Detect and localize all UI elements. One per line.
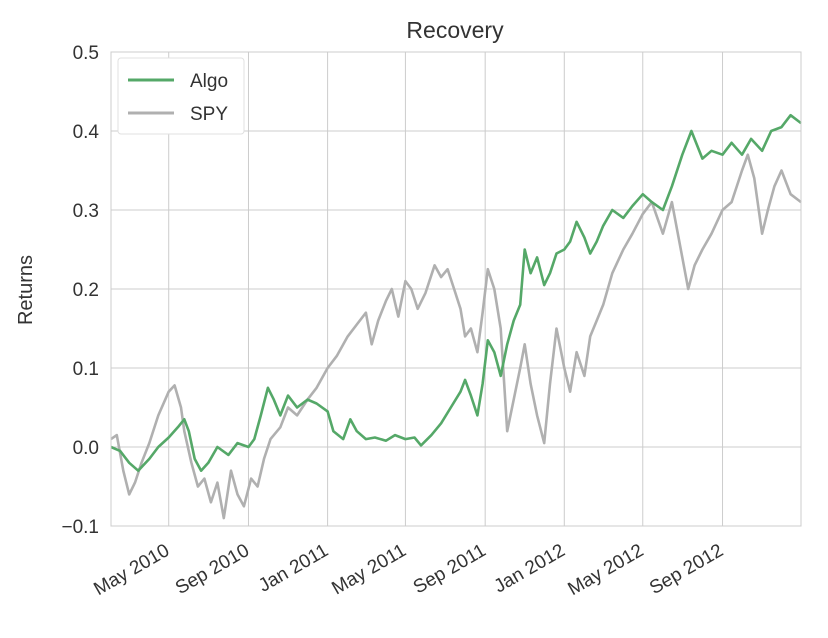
series-line-spy [110,153,802,520]
y-tick-label: 0.0 [73,438,99,459]
y-axis-ticks: 0.5 0.4 0.3 0.2 0.1 0.0 −0.1 [61,43,99,538]
legend-label-algo: Algo [190,71,228,92]
legend: Algo SPY [117,57,245,135]
legend-label-spy: SPY [190,104,228,125]
y-tick-label: 0.2 [73,280,99,301]
y-tick-label: 0.1 [73,359,99,380]
plot-frame [110,51,802,527]
y-tick-label: 0.4 [73,122,100,143]
series-layer [110,113,802,520]
y-tick-label: −0.1 [61,517,99,538]
y-tick-label: 0.5 [73,43,99,64]
series-line-algo [110,113,802,472]
y-axis-label: Returns [15,255,37,325]
chart-title: Recovery [406,17,504,43]
y-tick-label: 0.3 [73,201,99,222]
legend-box [117,57,245,135]
